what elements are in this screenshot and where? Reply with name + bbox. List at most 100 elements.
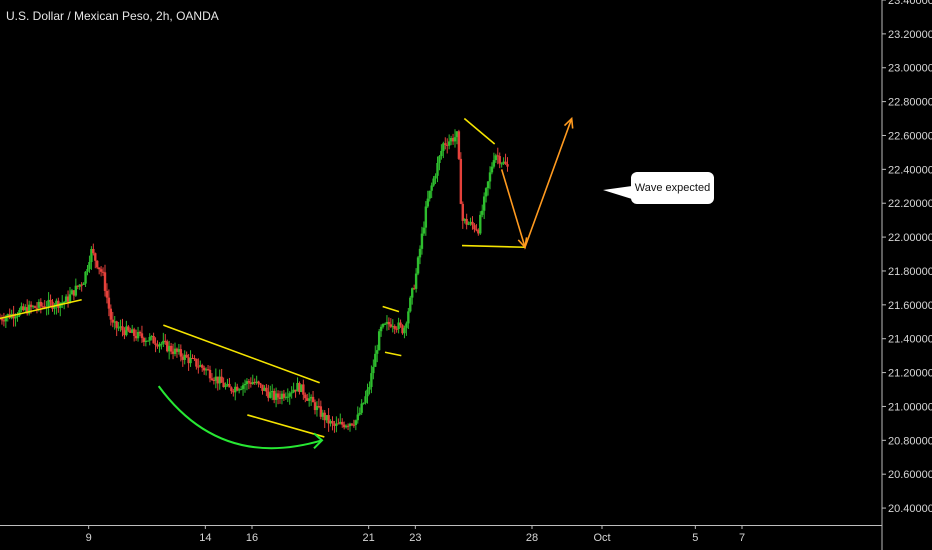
candle-body [498, 156, 501, 164]
candle-body [191, 358, 194, 360]
candle-body [323, 412, 326, 421]
candle-body [447, 141, 451, 146]
candle-body [148, 337, 151, 341]
price-tick-label: 22.40000 [888, 164, 932, 176]
candle-body [481, 210, 484, 215]
candle-body [479, 214, 482, 234]
candle-body [405, 323, 408, 328]
trendline [382, 305, 400, 313]
price-tick-label: 20.40000 [888, 503, 932, 515]
candles-layer [0, 129, 509, 433]
candle-body [84, 271, 87, 284]
candle-body [208, 369, 212, 379]
candle-body [502, 161, 505, 164]
candle-body [288, 393, 291, 397]
time-tick-label: 28 [526, 532, 538, 544]
price-axis[interactable]: 23.40000 23.20000 23.00000 22.80000 22.60000… [881, 0, 932, 550]
candle-body [228, 383, 231, 388]
candle-body [35, 307, 39, 309]
candle-body [377, 331, 381, 351]
candle-body [18, 310, 21, 316]
candle-body [409, 297, 412, 312]
candle-body [350, 423, 354, 425]
candle-body [442, 143, 445, 151]
candle-body [290, 392, 293, 394]
candle-body [391, 326, 394, 328]
candle-body [284, 396, 288, 398]
candle-body [41, 306, 44, 308]
price-tick-label: 20.60000 [888, 469, 932, 481]
candle-body [387, 321, 391, 325]
candle-body [397, 322, 400, 330]
candle-body [471, 221, 474, 226]
price-tick-label: 21.20000 [888, 368, 932, 380]
candle-body [49, 299, 52, 302]
candle-body [92, 249, 95, 254]
candle-body [259, 383, 262, 385]
curved-arrow-head [313, 432, 324, 450]
trendline [163, 324, 320, 384]
candle-body [407, 311, 410, 324]
candle-body [74, 285, 78, 296]
price-tick-label: 22.00000 [888, 232, 932, 244]
candle-body [459, 158, 463, 204]
time-tick-label: 7 [739, 532, 745, 544]
candle-body [142, 338, 146, 343]
candle-body [249, 382, 253, 384]
candle-body [14, 317, 17, 319]
candle-body [271, 390, 274, 393]
candle-body [64, 296, 68, 302]
candle-body [257, 381, 260, 384]
candle-body [117, 327, 120, 329]
candle-body [292, 389, 295, 393]
candle-body [403, 327, 406, 334]
candle-body [129, 330, 132, 333]
candle-body [366, 389, 369, 397]
candle-body [146, 340, 149, 342]
candle-body [72, 290, 76, 296]
wave-expected-callout: Wave expected [603, 172, 714, 204]
candle-body [325, 415, 328, 421]
candle-body [490, 166, 494, 173]
candle-body [418, 248, 422, 258]
candle-body [453, 137, 457, 142]
candle-body [175, 348, 179, 352]
time-axis[interactable]: 9 14 16 21 23 28 Oct 5 7 [0, 525, 882, 544]
candle-body [342, 424, 346, 428]
candle-body [269, 392, 272, 398]
candle-body [506, 164, 509, 167]
candle-body [16, 315, 19, 318]
candle-body [197, 366, 200, 368]
candle-body [222, 382, 225, 388]
price-tick-label: 21.80000 [888, 266, 932, 278]
price-tick-label: 21.40000 [888, 334, 932, 346]
candle-body [463, 218, 466, 221]
candle-body [304, 394, 307, 399]
candle-body [125, 326, 128, 336]
candle-body [167, 345, 171, 352]
candle-body [78, 284, 81, 287]
candle-body [171, 351, 175, 354]
candle-body [53, 306, 56, 309]
candle-body [411, 288, 414, 298]
candle-body [372, 366, 375, 374]
candle-body [185, 354, 188, 358]
candle-body [99, 269, 103, 272]
candle-body [477, 230, 480, 234]
candle-body [500, 163, 503, 165]
candle-body [80, 284, 83, 286]
candle-body [31, 306, 35, 308]
candle-body [86, 269, 89, 272]
candle-body [107, 297, 111, 309]
candle-body [253, 382, 256, 384]
candle-body [486, 181, 490, 189]
candle-body [379, 326, 383, 332]
curved-arrow [157, 385, 323, 450]
candle-body [341, 421, 344, 425]
price-tick-label: 23.00000 [888, 63, 932, 75]
candle-body [286, 396, 289, 398]
candle-body [426, 198, 429, 207]
candle-body [158, 344, 161, 347]
candle-body [245, 381, 249, 384]
candle-body [492, 160, 496, 167]
